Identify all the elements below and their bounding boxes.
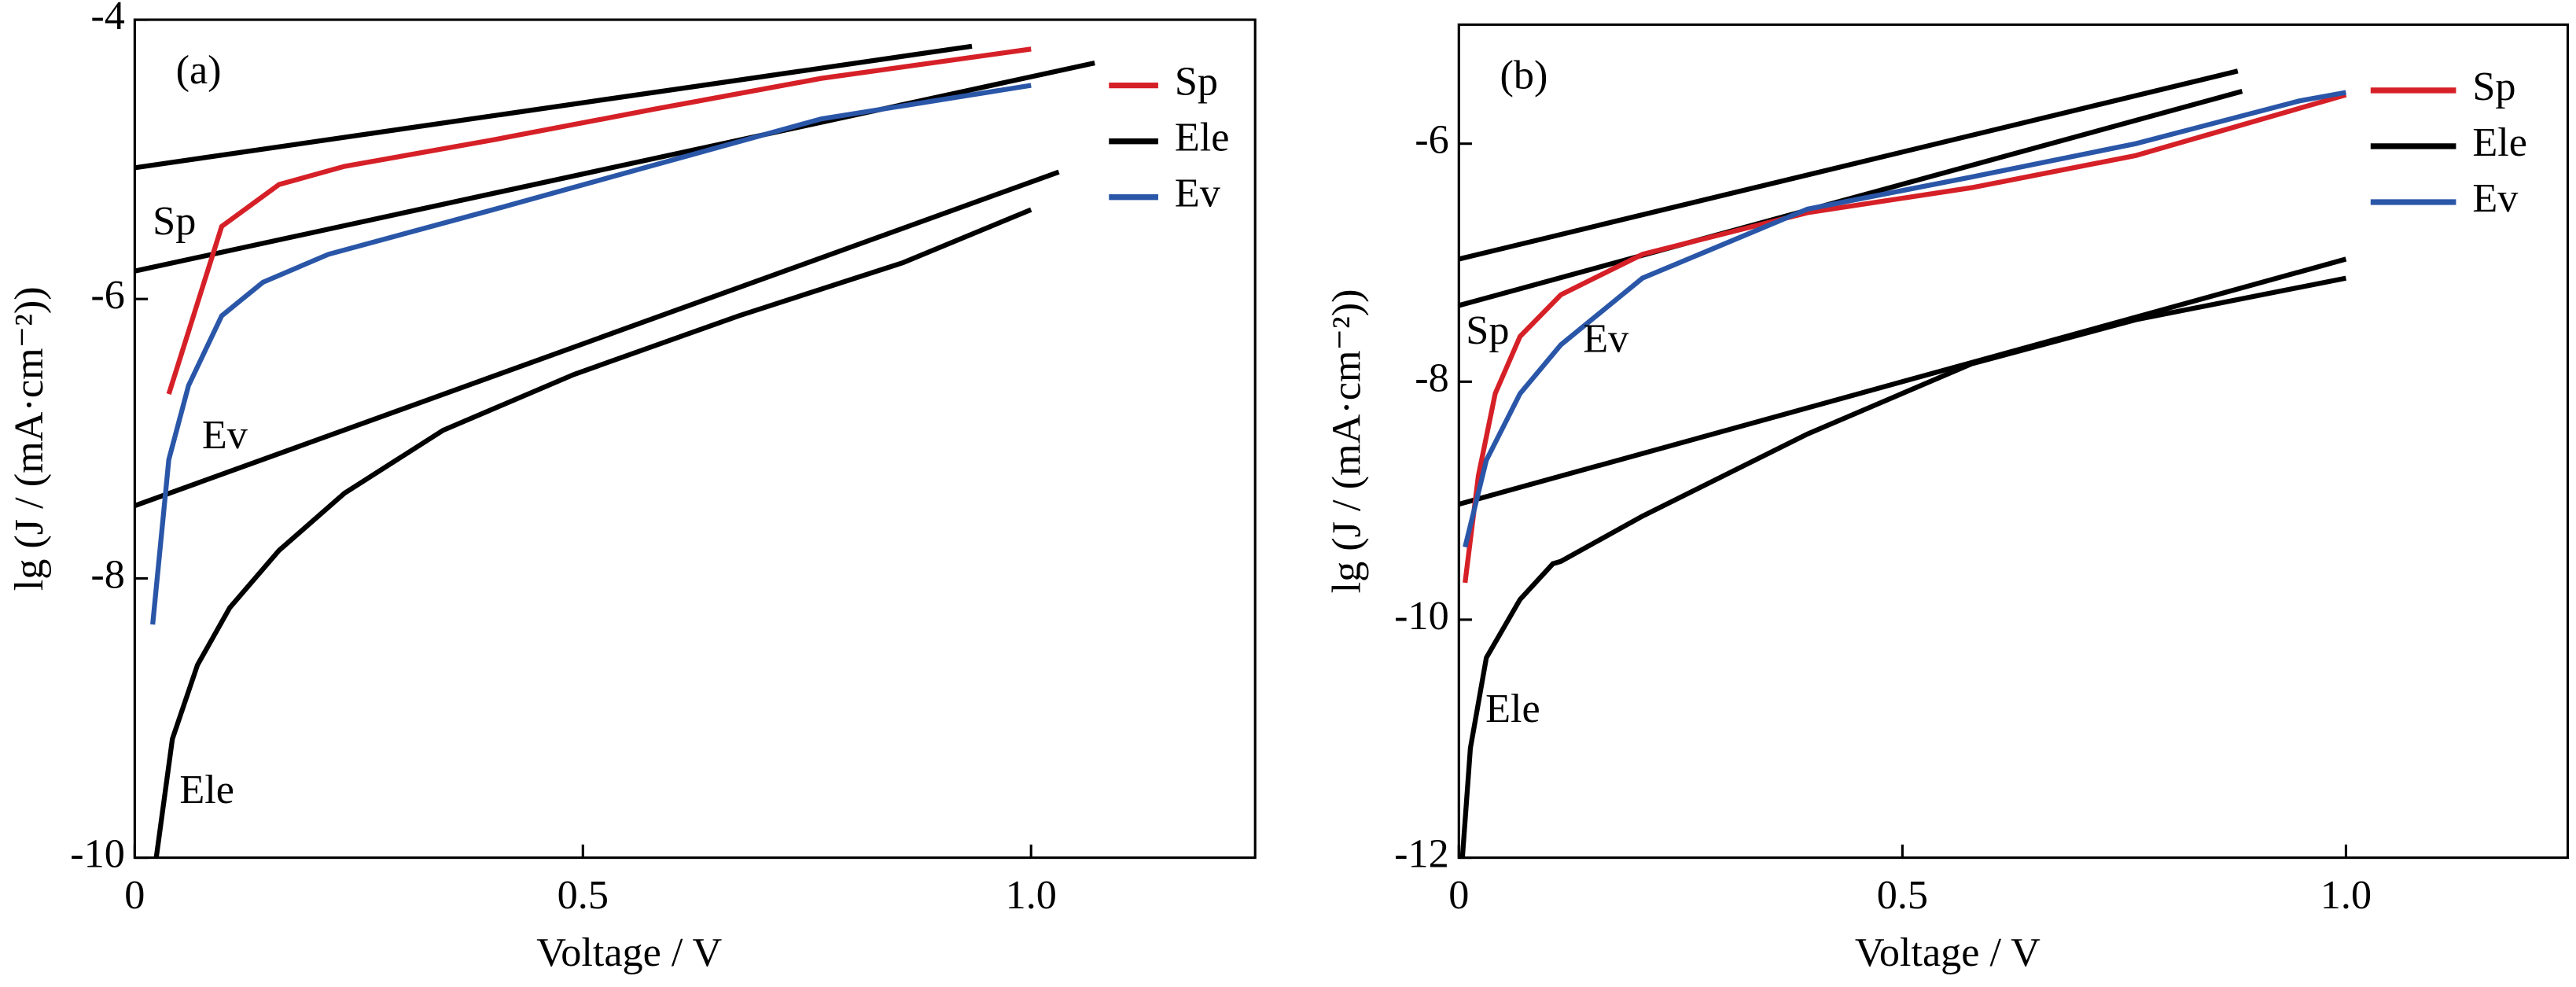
series-line [1463,92,2347,584]
annotation: Sp [153,198,196,244]
legend-label: Ev [1175,171,1221,216]
y-tick-label: -10 [1394,593,1449,639]
series-line [1463,90,2347,548]
y-tick-label: -10 [70,831,125,877]
x-tick-label: 0.5 [1877,872,1928,918]
plot-frame [133,18,1257,860]
legend-label: Ele [1175,115,1230,160]
y-tick-label: -6 [90,272,124,318]
y-tick-label: -8 [1415,355,1449,400]
y-tick-label: -4 [90,0,124,39]
series-line [150,83,1032,625]
x-tick-label: 0 [124,872,145,918]
series-line [166,46,1032,395]
plot-frame [1457,23,2570,860]
annotation: Ev [202,412,248,458]
fit-line [134,61,1095,274]
x-tick-label: 1.0 [1006,872,1057,918]
legend-label: Sp [1175,59,1218,105]
fit-line [134,43,973,171]
annotation: Ele [179,767,234,812]
annotation: Ev [1583,315,1629,361]
y-tick-label: -8 [90,551,124,597]
x-tick-label: 0.5 [558,872,609,918]
fit-line [134,169,1060,509]
series-line [1459,275,2347,858]
annotation: Sp [1466,308,1509,353]
y-tick-label: -6 [1415,117,1449,163]
panel-label: (b) [1500,52,1548,98]
annotation: Ele [1485,686,1540,731]
legend-label: Ele [2472,120,2527,165]
fit-line [1458,256,2347,507]
x-axis-title: Voltage / V [1855,930,2041,975]
x-axis-title: Voltage / V [536,930,722,975]
fit-line [1458,68,2239,262]
panel-label: (a) [176,47,222,93]
legend-label: Sp [2472,64,2515,109]
y-axis-title: lg (J / (mA·cm⁻²)) [1323,289,1369,594]
y-axis-title: lg (J / (mA·cm⁻²)) [6,286,52,591]
y-tick-label: -12 [1394,831,1449,877]
series-line [153,207,1032,858]
legend-label: Ev [2472,175,2519,221]
x-tick-label: 0 [1448,872,1469,918]
x-tick-label: 1.0 [2320,872,2372,918]
